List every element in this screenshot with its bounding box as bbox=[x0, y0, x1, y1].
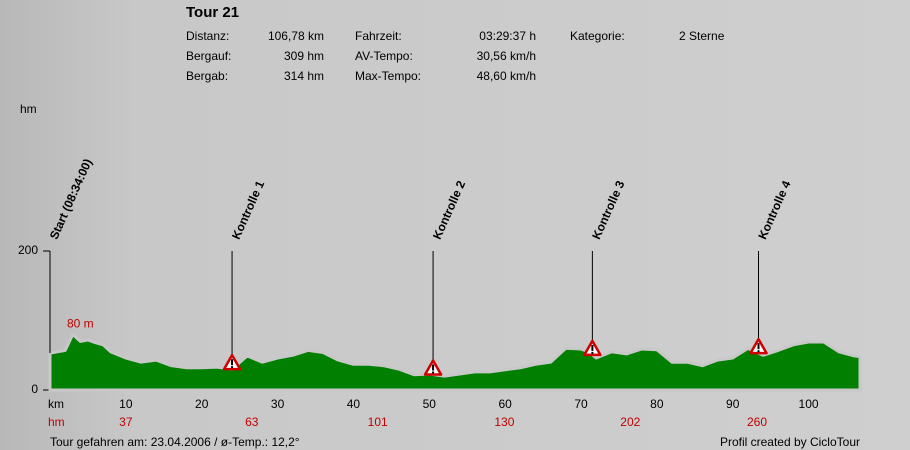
climb-value: 130 bbox=[494, 415, 514, 429]
peak-annotation: 80 m bbox=[67, 317, 94, 331]
stat-value: 2 Sterne bbox=[679, 29, 725, 43]
stat-label: Bergab: bbox=[186, 69, 228, 83]
icon-dot bbox=[591, 351, 594, 354]
footer-left: Tour gefahren am: 23.04.2006 / ø-Temp.: … bbox=[50, 435, 300, 449]
climb-value: 202 bbox=[620, 415, 640, 429]
x-tick-label: 10 bbox=[119, 397, 133, 411]
warning-icon bbox=[423, 359, 443, 376]
stat-label: AV-Tempo: bbox=[355, 49, 413, 63]
climb-value: 101 bbox=[368, 415, 388, 429]
climb-value: 260 bbox=[747, 415, 767, 429]
stat-value: 30,56 km/h bbox=[477, 49, 536, 63]
icon-mark bbox=[591, 344, 594, 351]
icon-dot bbox=[432, 371, 435, 374]
x-tick-label: 100 bbox=[799, 397, 819, 411]
x-tick-label: 40 bbox=[347, 397, 361, 411]
stat-value: 314 hm bbox=[284, 69, 324, 83]
stat-value: 48,60 km/h bbox=[477, 69, 536, 83]
stat-value: 106,78 km bbox=[268, 29, 324, 43]
x-tick-label: 90 bbox=[726, 397, 740, 411]
climb-value: 37 bbox=[119, 415, 133, 429]
y-tick-label: 0 bbox=[31, 382, 38, 396]
y-axis-label: hm bbox=[20, 102, 37, 116]
x-tick-label: 30 bbox=[271, 397, 285, 411]
stat-label: Bergauf: bbox=[186, 49, 231, 63]
icon-dot bbox=[231, 366, 234, 369]
climb-label: hm bbox=[48, 415, 65, 429]
warning-icon bbox=[222, 353, 242, 371]
x-tick-label: 50 bbox=[423, 397, 437, 411]
climb-value: 63 bbox=[245, 415, 259, 429]
warning-icon bbox=[583, 339, 602, 357]
elevation-area bbox=[48, 332, 862, 392]
x-tick-label: 60 bbox=[498, 397, 512, 411]
warning-icon bbox=[749, 337, 768, 355]
stat-label: Distanz: bbox=[186, 29, 229, 43]
y-tick-label: 200 bbox=[18, 243, 38, 257]
stat-label: Kategorie: bbox=[570, 29, 625, 43]
icon-mark bbox=[757, 343, 760, 350]
x-tick-label: 20 bbox=[195, 397, 209, 411]
title: Tour 21 bbox=[186, 4, 239, 21]
stat-label: Max-Tempo: bbox=[355, 69, 421, 83]
x-axis-label: km bbox=[48, 397, 64, 411]
stat-value: 03:29:37 h bbox=[479, 29, 536, 43]
stat-value: 309 hm bbox=[284, 49, 324, 63]
icon-mark bbox=[432, 364, 435, 371]
icon-dot bbox=[757, 350, 760, 353]
x-tick-label: 70 bbox=[574, 397, 588, 411]
footer-right: Profil created by CicloTour bbox=[720, 435, 860, 449]
stat-label: Fahrzeit: bbox=[355, 29, 402, 43]
x-tick-label: 80 bbox=[650, 397, 664, 411]
icon-mark bbox=[231, 359, 234, 366]
